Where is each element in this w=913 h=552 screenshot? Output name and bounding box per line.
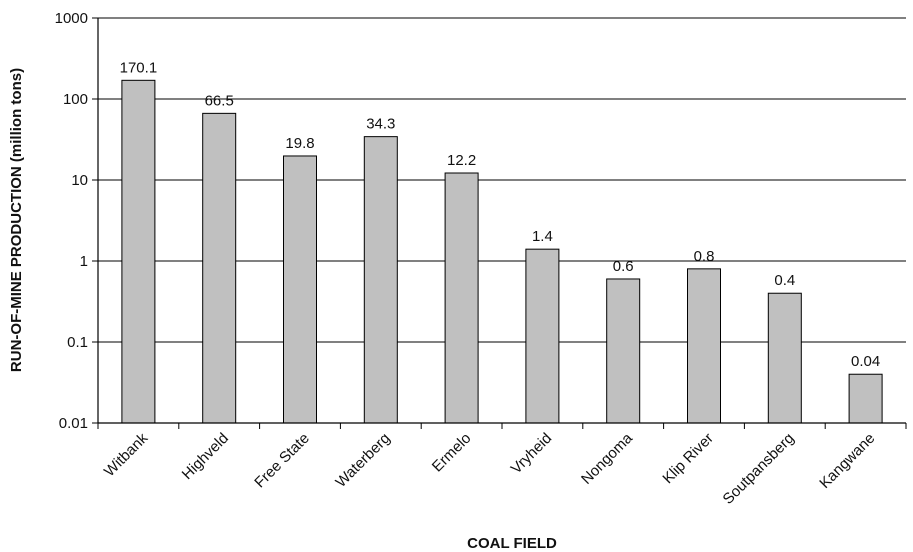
data-labels: 170.1 66.5 19.8 34.3 12.2 1.4 0.6 0.8 0.4 0.04 (120, 59, 881, 370)
x-tick-label: Soutpansberg (720, 430, 798, 508)
bar (848, 373, 883, 424)
bar (767, 292, 802, 424)
y-tick-label: 1000 (55, 10, 88, 27)
data-label: 34.3 (366, 116, 395, 133)
bar (606, 278, 641, 424)
x-tick-label: Ermelo (429, 430, 475, 476)
data-label: 0.8 (694, 248, 715, 265)
bar (121, 79, 156, 424)
x-tick-label: Free State (251, 430, 313, 492)
x-tick-label: Nongoma (578, 429, 636, 487)
x-tick-label: Klip River (659, 430, 716, 487)
x-ticks: Witbank Highveld Free State Waterberg Ermelo… (97, 423, 907, 508)
bar (363, 136, 398, 424)
bar (687, 268, 721, 424)
data-label: 0.6 (613, 258, 634, 275)
bars (121, 79, 883, 424)
x-tick-label: Waterberg (332, 430, 393, 491)
y-tick-label: 0.1 (67, 334, 88, 351)
data-label: 12.2 (447, 152, 476, 169)
x-tick-label: Witbank (101, 429, 152, 480)
y-tick-label: 100 (63, 91, 88, 108)
bar (444, 172, 479, 424)
data-label: 1.4 (532, 228, 553, 245)
y-ticks: 1000 100 10 1 0.1 0.01 (55, 10, 98, 432)
x-tick-label: Vryheid (508, 430, 556, 478)
bar (283, 155, 317, 424)
x-tick-label: Kangwane (816, 430, 878, 492)
data-label: 170.1 (120, 59, 158, 76)
bar (202, 112, 237, 424)
bar (525, 248, 560, 424)
y-tick-label: 1 (80, 253, 88, 270)
y-tick-label: 0.01 (59, 415, 88, 432)
data-label: 19.8 (285, 135, 314, 152)
y-tick-label: 10 (71, 172, 88, 189)
data-label: 0.04 (851, 353, 880, 370)
data-label: 66.5 (205, 92, 234, 109)
data-label: 0.4 (774, 272, 795, 289)
x-tick-label: Highveld (179, 430, 232, 483)
y-axis-title: RUN-OF-MINE PRODUCTION (million tons) (8, 68, 25, 372)
x-axis-title: COAL FIELD (467, 535, 557, 552)
